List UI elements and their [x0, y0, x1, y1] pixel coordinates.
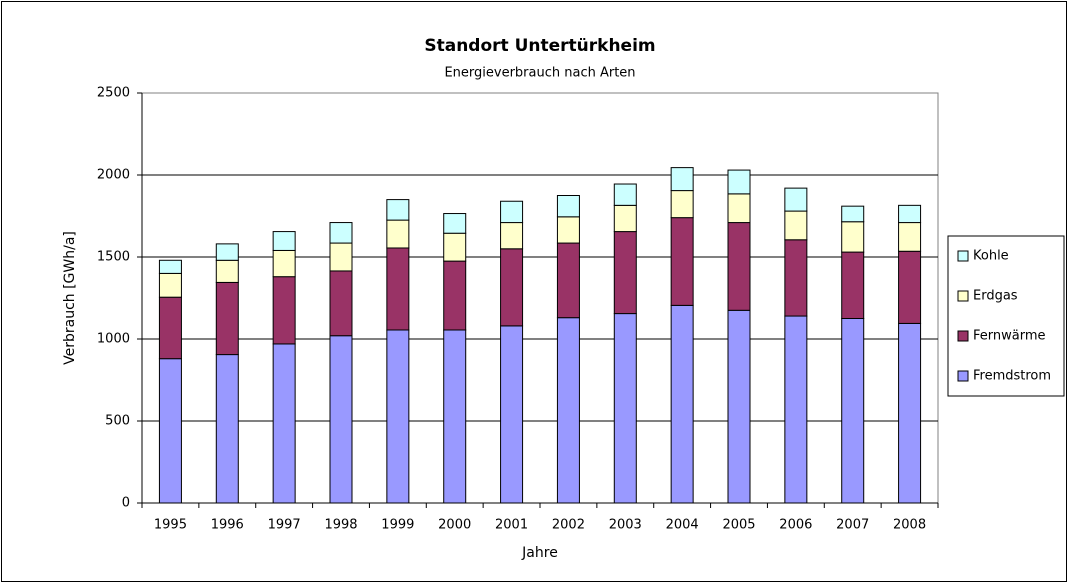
- bar-segment: [215, 354, 239, 504]
- legend-label: Erdgas: [973, 289, 1018, 304]
- legend: [947, 235, 1065, 397]
- x-tick-label: 1999: [381, 518, 414, 533]
- chart-title: Standort Untertürkheim: [424, 36, 655, 56]
- bar-segment: [898, 222, 922, 252]
- bar-segment: [556, 317, 580, 504]
- x-tick-label: 2008: [893, 518, 926, 533]
- bar-segment: [613, 204, 637, 233]
- y-tick-label: 500: [105, 414, 130, 429]
- x-tick-label: 2001: [495, 518, 528, 533]
- bar-segment: [158, 296, 182, 360]
- bar-segment: [613, 231, 637, 315]
- bar-segment: [272, 343, 296, 504]
- bar-segment: [727, 222, 751, 311]
- bar-segment: [272, 249, 296, 278]
- legend-swatch: [957, 370, 969, 382]
- bar-segment: [784, 210, 808, 241]
- bar-segment: [158, 358, 182, 504]
- bar-segment: [329, 222, 353, 244]
- x-tick-label: 1995: [154, 518, 187, 533]
- bar-segment: [215, 259, 239, 283]
- bar-segment: [329, 270, 353, 337]
- bar-segment: [500, 325, 524, 504]
- x-tick-label: 2002: [552, 518, 585, 533]
- x-axis-label: Jahre: [521, 545, 558, 561]
- bar-segment: [670, 190, 694, 219]
- bar-segment: [443, 329, 467, 504]
- bar-segment: [556, 195, 580, 218]
- bar-segment: [443, 213, 467, 234]
- x-tick-label: 1997: [268, 518, 301, 533]
- bar-segment: [500, 200, 524, 224]
- bar-segment: [784, 187, 808, 212]
- bar-segment: [386, 247, 410, 331]
- bar-segment: [556, 216, 580, 244]
- y-axis-label: Verbrauch [GWh/a]: [62, 231, 78, 365]
- bar-segment: [443, 232, 467, 262]
- bar-segment: [670, 167, 694, 192]
- legend-swatch: [957, 330, 969, 342]
- bar-segment: [386, 199, 410, 221]
- x-tick-label: 2005: [722, 518, 755, 533]
- bar-segment: [841, 205, 865, 223]
- bar-segment: [898, 204, 922, 224]
- bar-segment: [272, 276, 296, 345]
- x-tick-label: 2000: [438, 518, 471, 533]
- bar-segment: [158, 259, 182, 274]
- x-tick-label: 2006: [779, 518, 812, 533]
- bar-segment: [613, 183, 637, 206]
- bar-segment: [670, 304, 694, 504]
- bar-segment: [841, 318, 865, 504]
- bar-segment: [841, 221, 865, 253]
- bar-segment: [443, 260, 467, 331]
- x-tick-label: 1998: [324, 518, 357, 533]
- bar-segment: [500, 248, 524, 327]
- legend-label: Fremdstrom: [973, 369, 1051, 384]
- y-tick-label: 1000: [97, 332, 130, 347]
- legend-swatch: [957, 250, 969, 262]
- bar-segment: [898, 322, 922, 504]
- bar-segment: [898, 250, 922, 324]
- y-tick-label: 0: [122, 496, 130, 511]
- x-tick-label: 2007: [836, 518, 869, 533]
- x-tick-label: 2003: [609, 518, 642, 533]
- bar-segment: [670, 217, 694, 306]
- legend-label: Kohle: [973, 249, 1009, 264]
- y-tick-label: 2000: [97, 168, 130, 183]
- bar-segment: [158, 272, 182, 298]
- bar-segment: [613, 313, 637, 504]
- bar-segment: [386, 329, 410, 504]
- plot-area: [141, 92, 939, 504]
- bar-segment: [841, 251, 865, 319]
- bar-segment: [784, 239, 808, 317]
- x-tick-label: 1996: [211, 518, 244, 533]
- bar-segment: [329, 242, 353, 272]
- bar-segment: [500, 222, 524, 250]
- bar-segment: [386, 219, 410, 249]
- y-tick-label: 1500: [97, 250, 130, 265]
- bar-segment: [215, 243, 239, 261]
- bar-segment: [784, 315, 808, 504]
- bar-segment: [727, 309, 751, 504]
- y-tick-label: 2500: [97, 86, 130, 101]
- x-tick-label: 2004: [666, 518, 699, 533]
- bar-segment: [556, 242, 580, 319]
- bar-segment: [215, 281, 239, 356]
- chart-subtitle: Energieverbrauch nach Arten: [444, 66, 635, 81]
- bar-segment: [727, 193, 751, 224]
- bar-segment: [272, 231, 296, 251]
- legend-label: Fernwärme: [973, 329, 1046, 344]
- bar-segment: [727, 169, 751, 195]
- legend-swatch: [957, 290, 969, 302]
- bar-segment: [329, 335, 353, 504]
